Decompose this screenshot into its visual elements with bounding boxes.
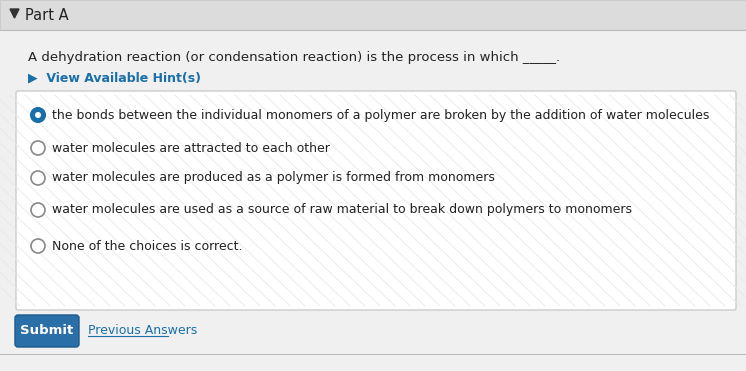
Text: water molecules are attracted to each other: water molecules are attracted to each ot… xyxy=(52,141,330,154)
Circle shape xyxy=(31,239,45,253)
Text: water molecules are used as a source of raw material to break down polymers to m: water molecules are used as a source of … xyxy=(52,204,632,217)
Circle shape xyxy=(35,112,41,118)
Polygon shape xyxy=(10,9,19,18)
Text: None of the choices is correct.: None of the choices is correct. xyxy=(52,240,242,253)
Text: water molecules are produced as a polymer is formed from monomers: water molecules are produced as a polyme… xyxy=(52,171,495,184)
Circle shape xyxy=(31,203,45,217)
Text: the bonds between the individual monomers of a polymer are broken by the additio: the bonds between the individual monomer… xyxy=(52,108,709,121)
Text: A dehydration reaction (or condensation reaction) is the process in which _____.: A dehydration reaction (or condensation … xyxy=(28,52,560,65)
Circle shape xyxy=(31,141,45,155)
Text: ▶  View Available Hint(s): ▶ View Available Hint(s) xyxy=(28,72,201,85)
FancyBboxPatch shape xyxy=(0,30,746,371)
FancyBboxPatch shape xyxy=(15,315,79,347)
FancyBboxPatch shape xyxy=(0,0,746,30)
Text: Submit: Submit xyxy=(20,325,74,338)
Circle shape xyxy=(31,171,45,185)
Text: Previous Answers: Previous Answers xyxy=(88,325,197,338)
Circle shape xyxy=(31,108,45,122)
FancyBboxPatch shape xyxy=(16,91,736,310)
Text: Part A: Part A xyxy=(25,9,69,23)
